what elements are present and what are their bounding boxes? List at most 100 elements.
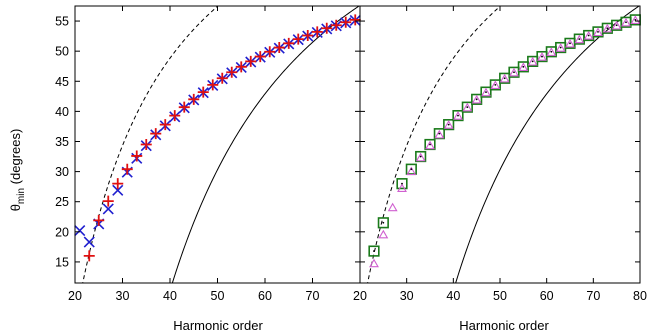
x-marker — [74, 225, 86, 237]
plus-marker — [216, 72, 228, 84]
x-tick-label: 20 — [68, 289, 82, 303]
dot-marker — [615, 24, 618, 27]
dot-marker — [606, 27, 609, 30]
y-tick-label: 20 — [55, 225, 69, 239]
triangle-marker — [397, 183, 407, 193]
x-tick-label: 20 — [353, 289, 367, 303]
triangle-marker — [546, 47, 557, 56]
plot-frame — [359, 5, 641, 284]
plus-marker — [235, 61, 247, 73]
dot-marker — [419, 155, 422, 158]
y-tick-label: 40 — [55, 105, 69, 119]
plus-marker — [188, 93, 200, 105]
triangle-marker — [406, 166, 417, 176]
plus-marker — [340, 16, 352, 28]
square-marker — [489, 79, 501, 91]
plus-marker — [93, 214, 105, 226]
triangle-marker — [621, 17, 631, 27]
triangle-marker — [527, 56, 538, 66]
triangle-marker — [425, 140, 435, 150]
triangle-marker — [611, 20, 622, 30]
triangle-marker — [565, 38, 575, 48]
dot-marker — [559, 46, 562, 49]
plus-marker — [311, 26, 323, 38]
triangle-marker — [602, 23, 613, 33]
dot-marker — [373, 250, 375, 252]
plus-marker — [140, 139, 152, 150]
square-marker — [377, 217, 389, 229]
square-marker — [405, 163, 417, 175]
dot-marker — [475, 98, 478, 101]
plus-marker — [102, 195, 114, 207]
dot-marker — [541, 55, 543, 58]
x-tick-label: 50 — [211, 289, 225, 303]
dot-marker — [457, 114, 459, 117]
triangle-marker — [574, 34, 585, 44]
x-tick-label: 40 — [163, 289, 177, 303]
x-tick-label: 50 — [493, 289, 507, 303]
x-tick-label: 30 — [400, 289, 414, 303]
dot-marker — [429, 143, 431, 146]
plus-marker — [302, 30, 314, 42]
square-marker — [368, 245, 380, 257]
plus-marker — [169, 110, 181, 122]
dot-marker — [587, 34, 590, 37]
dot-marker — [466, 106, 469, 109]
dot-marker — [438, 132, 441, 135]
plus-marker — [150, 128, 162, 140]
dot-marker — [578, 38, 581, 41]
plus-marker — [254, 51, 266, 63]
solid-curve — [455, 6, 640, 283]
x-tick-label: 80 — [633, 289, 647, 303]
square-marker — [452, 109, 464, 122]
plus-marker — [292, 33, 304, 45]
square-marker — [396, 178, 408, 190]
y-tick-label: 50 — [55, 45, 69, 59]
y-axis-label-subscript: min — [16, 188, 27, 204]
x-marker — [112, 184, 124, 196]
x-axis-label-left: Harmonic order — [173, 318, 263, 333]
plus-marker — [178, 101, 190, 113]
plus-marker — [197, 86, 209, 98]
plus-marker — [330, 19, 342, 31]
plus-marker — [207, 79, 219, 91]
triangle-marker — [387, 202, 398, 212]
plus-marker — [112, 178, 124, 190]
triangle-marker — [490, 80, 501, 90]
dashed-curve — [367, 6, 502, 283]
dot-marker — [494, 83, 497, 86]
plus-marker — [131, 150, 143, 162]
y-tick-label: 35 — [55, 135, 69, 149]
x-tick-label: 60 — [540, 289, 554, 303]
plot-frame — [74, 5, 361, 284]
y-tick-label: 30 — [55, 165, 69, 179]
triangle-marker — [453, 111, 463, 120]
square-marker — [461, 101, 473, 113]
x-tick-label: 70 — [586, 289, 600, 303]
square-marker — [443, 119, 455, 131]
plus-marker — [83, 250, 95, 262]
x-axis-label-right: Harmonic order — [459, 318, 549, 333]
triangle-marker — [481, 87, 491, 97]
triangle-marker — [434, 129, 445, 139]
plus-marker — [273, 42, 285, 54]
x-tick-label: 70 — [306, 289, 320, 303]
plus-marker — [264, 46, 276, 58]
dot-marker — [485, 91, 487, 94]
plus-marker — [283, 37, 295, 49]
plus-marker — [121, 163, 133, 175]
y-axis-label: θmin (degrees) — [8, 129, 27, 212]
y-axis-label-unit: (degrees) — [8, 129, 23, 188]
triangle-marker — [537, 52, 547, 61]
x-marker — [102, 203, 114, 215]
dot-marker — [569, 42, 571, 45]
left-panel: 20 30 40 50 60 70 15 20 25 30 35 40 45 50 55 — [55, 5, 361, 303]
square-marker — [433, 128, 445, 140]
triangle-marker — [471, 94, 482, 104]
triangle-marker — [583, 31, 594, 40]
dot-marker — [522, 65, 525, 68]
x-tick-label: 60 — [258, 289, 272, 303]
triangle-marker — [499, 73, 510, 83]
dot-marker — [401, 182, 403, 185]
